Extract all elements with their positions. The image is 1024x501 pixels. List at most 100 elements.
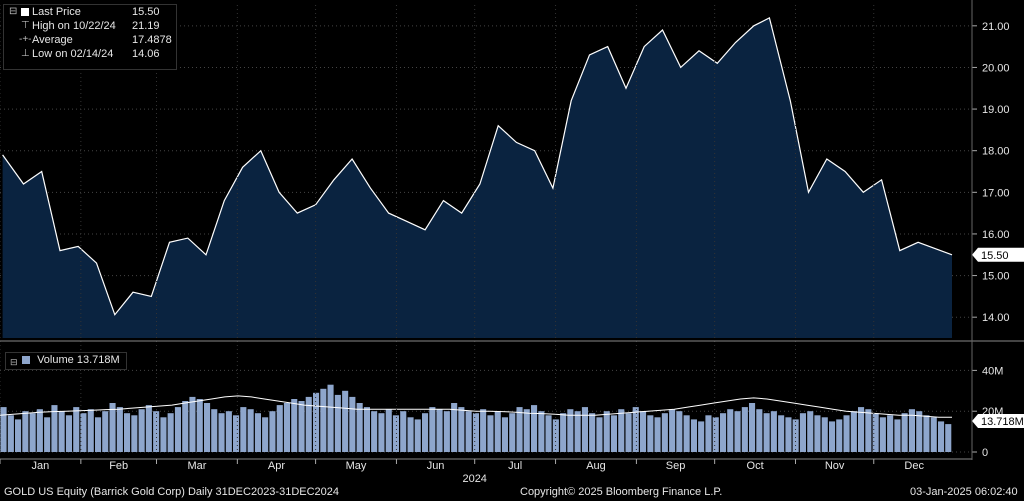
volume-bar xyxy=(785,417,792,452)
legend-value: 21.19 xyxy=(132,20,160,32)
volume-bar xyxy=(211,409,218,452)
price-tick-label: 19.00 xyxy=(982,104,1010,116)
volume-bar xyxy=(531,405,538,452)
volume-bar xyxy=(174,407,181,452)
volume-tick-label: 40M xyxy=(982,365,1003,377)
x-tick-label: Apr xyxy=(268,460,285,472)
price-last-badge-text: 15.50 xyxy=(981,250,1009,262)
volume-bar xyxy=(698,421,705,452)
volume-bar xyxy=(610,415,617,452)
high-marker-icon: ⊤ xyxy=(21,20,30,31)
volume-bar xyxy=(378,413,385,452)
volume-bar xyxy=(669,409,676,452)
volume-bar xyxy=(254,413,261,452)
volume-bar xyxy=(690,419,697,452)
volume-bar xyxy=(523,409,530,452)
x-tick-label: Jul xyxy=(508,460,522,472)
volume-bar xyxy=(814,415,821,452)
volume-bar xyxy=(589,413,596,452)
footer-security: GOLD US Equity (Barrick Gold Corp) Daily… xyxy=(4,486,340,498)
volume-bar xyxy=(661,413,668,452)
volume-bar xyxy=(574,411,581,452)
footer-timestamp: 03-Jan-2025 06:02:40 xyxy=(910,486,1018,498)
price-tick-label: 14.00 xyxy=(982,312,1010,324)
volume-bar xyxy=(887,415,894,452)
volume-bar xyxy=(552,419,559,452)
legend-label: High on 10/22/24 xyxy=(32,20,116,32)
x-tick-label: Jun xyxy=(427,460,445,472)
volume-bar xyxy=(65,415,72,452)
volume-bar xyxy=(618,409,625,452)
volume-last-badge-bg xyxy=(972,414,1024,428)
volume-bar xyxy=(73,407,80,452)
volume-bar xyxy=(894,419,901,452)
volume-bar xyxy=(22,411,29,452)
volume-bar xyxy=(269,411,276,452)
volume-bar xyxy=(218,413,225,452)
volume-bar xyxy=(145,405,152,452)
volume-bar xyxy=(916,411,923,452)
volume-bar xyxy=(196,399,203,452)
volume-bar xyxy=(400,411,407,452)
legend-row-last-price[interactable]: ⊟ Last Price 15.50 xyxy=(4,5,176,19)
volume-bar xyxy=(538,411,545,452)
collapse-icon[interactable]: ⊟ xyxy=(10,357,18,367)
volume-bar xyxy=(603,411,610,452)
volume-bar xyxy=(29,413,36,452)
volume-bar xyxy=(51,405,58,452)
volume-bar xyxy=(298,401,305,452)
price-tick-label: 15.00 xyxy=(982,271,1010,283)
x-tick-label: Dec xyxy=(904,460,924,472)
volume-bar xyxy=(756,409,763,452)
legend-row-average[interactable]: -+- Average 17.4878 xyxy=(4,33,176,47)
volume-legend-label: Volume xyxy=(37,354,74,366)
volume-bar xyxy=(792,419,799,452)
volume-bar xyxy=(160,417,167,452)
legend-row-high[interactable]: ⊤ High on 10/22/24 21.19 xyxy=(4,19,176,33)
volume-bar xyxy=(87,409,94,452)
volume-bar xyxy=(407,417,414,452)
volume-bar xyxy=(683,415,690,452)
volume-bar xyxy=(414,419,421,452)
volume-bar xyxy=(167,413,174,452)
volume-bar xyxy=(560,413,567,452)
volume-bar xyxy=(153,411,160,452)
volume-bar xyxy=(545,415,552,452)
legend-row-low[interactable]: ⊥ Low on 02/14/24 14.06 xyxy=(4,47,176,61)
price-legend: ⊟ Last Price 15.50 ⊤ High on 10/22/24 21… xyxy=(3,4,177,70)
volume-bar xyxy=(327,384,334,452)
volume-bar xyxy=(204,403,211,452)
volume-bar xyxy=(581,407,588,452)
volume-bar xyxy=(371,411,378,452)
volume-bar xyxy=(443,411,450,452)
volume-bar xyxy=(15,419,22,452)
x-tick-label: Jan xyxy=(32,460,50,472)
volume-bar xyxy=(923,415,930,452)
volume-swatch xyxy=(22,356,30,364)
volume-bar xyxy=(836,419,843,452)
volume-bar xyxy=(7,415,14,452)
volume-bar xyxy=(262,417,269,452)
volume-bar xyxy=(821,417,828,452)
volume-bar xyxy=(58,411,65,452)
collapse-icon[interactable]: ⊟ xyxy=(9,6,18,17)
volume-bar xyxy=(465,411,472,452)
volume-bar xyxy=(233,415,240,452)
volume-bar xyxy=(472,413,479,452)
volume-bar xyxy=(458,407,465,452)
price-tick-label: 20.00 xyxy=(982,62,1010,74)
volume-bar xyxy=(109,403,116,452)
volume-bar xyxy=(879,417,886,452)
volume-legend[interactable]: ⊟ Volume 13.718M xyxy=(5,352,127,370)
volume-bar xyxy=(182,401,189,452)
price-tick-label: 21.00 xyxy=(982,21,1010,33)
volume-bar xyxy=(131,415,138,452)
volume-bar xyxy=(799,413,806,452)
volume-bar xyxy=(95,417,102,452)
volume-bar xyxy=(858,407,865,452)
volume-bar xyxy=(778,415,785,452)
volume-bar xyxy=(247,409,254,452)
volume-bar xyxy=(829,421,836,452)
